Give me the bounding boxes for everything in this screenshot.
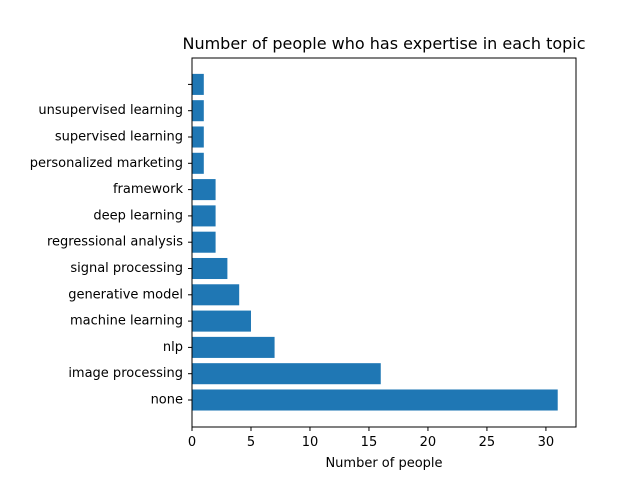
x-tick-label-4: 20 <box>420 435 437 450</box>
y-tick-label-3: machine learning <box>70 314 183 329</box>
bar-6 <box>192 231 216 253</box>
bar-1 <box>192 363 381 385</box>
y-tick-label-11: unsupervised learning <box>38 103 183 118</box>
y-tick-label-4: generative model <box>68 287 183 302</box>
bar-7 <box>192 205 216 227</box>
y-tick-label-0: none <box>151 393 183 408</box>
y-tick-label-10: supervised learning <box>55 130 183 145</box>
y-axis-ticks: none image processing nlp machine learning g… <box>30 83 192 408</box>
bar-8 <box>192 179 216 201</box>
bar-0 <box>192 389 558 411</box>
bar-10 <box>192 126 204 148</box>
bar-3 <box>192 310 251 332</box>
y-tick-label-7: deep learning <box>93 208 183 223</box>
bars-group <box>192 73 558 411</box>
x-tick-label-2: 10 <box>302 435 319 450</box>
bar-9 <box>192 152 204 174</box>
x-axis-label: Number of people <box>325 456 442 471</box>
chart-title: Number of people who has expertise in ea… <box>182 34 585 53</box>
bar-2 <box>192 336 275 358</box>
y-tick-label-2: nlp <box>163 340 183 355</box>
bar-12 <box>192 73 204 95</box>
x-tick-label-6: 30 <box>538 435 555 450</box>
y-tick-label-8: framework <box>113 182 183 197</box>
x-tick-label-0: 0 <box>188 435 196 450</box>
y-tick-label-5: signal processing <box>70 261 183 276</box>
x-tick-label-5: 25 <box>479 435 496 450</box>
y-tick-label-9: personalized marketing <box>30 156 183 171</box>
x-tick-label-1: 5 <box>247 435 255 450</box>
bar-5 <box>192 257 228 280</box>
y-tick-label-6: regressional analysis <box>47 235 183 250</box>
plot-frame <box>191 57 577 428</box>
bar-11 <box>192 100 204 122</box>
bar-4 <box>192 284 240 306</box>
y-tick-label-1: image processing <box>68 366 183 381</box>
x-axis-ticks: 0 5 10 15 20 25 30 <box>188 427 554 450</box>
x-tick-label-3: 15 <box>361 435 378 450</box>
